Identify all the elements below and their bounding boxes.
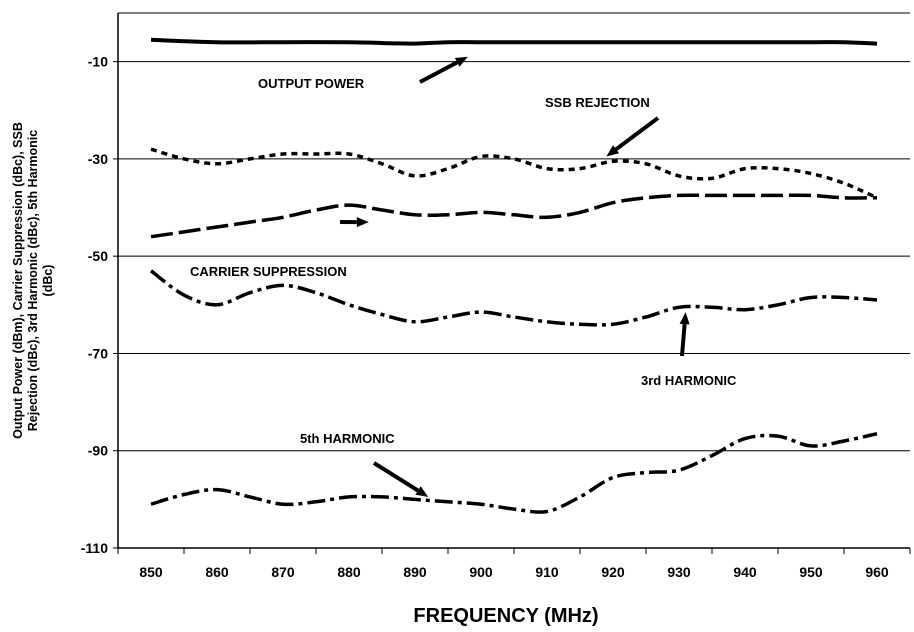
annotation-arrow-shaft [680,323,687,357]
series-line-ssb-rejection [150,147,878,200]
y-axis-title-line-2: Rejection (dBc), 3rd Harmonic (dBc), 5th… [26,130,40,431]
x-tick-label: 850 [139,564,163,580]
y-axis-title: Output Power (dBm), Carrier Suppression … [11,122,55,439]
series-line-3rd-harmonic [149,269,878,327]
y-tick-label: -10 [88,54,108,70]
y-tick-label: -70 [88,345,108,361]
annotation-arrow-head [679,312,690,325]
plot-series [149,37,878,514]
y-tick-label: -110 [81,540,108,556]
y-axis-title-line-1: Output Power (dBm), Carrier Suppression … [11,122,25,439]
annotation-label: SSB REJECTION [545,95,650,110]
annotation-arrow-head [356,217,369,228]
annotation-arrow-head [606,145,619,157]
y-axis-title-line-3: (dBc) [41,265,55,297]
series-line-carrier-suppression [150,193,878,239]
x-tick-label: 950 [799,564,823,580]
x-tick-label: 870 [271,564,295,580]
annotation-label: 5th HARMONIC [300,431,395,446]
series-line-5th-harmonic [150,431,878,514]
y-tick-label: -90 [88,443,108,459]
annotation-arrow-head [454,56,468,67]
x-tick-label: 920 [601,564,625,580]
x-axis-title: FREQUENCY (MHz) [413,605,598,627]
x-tick-label: 890 [403,564,427,580]
annotation-label: OUTPUT POWER [258,76,365,91]
y-tick-label: -50 [88,248,108,264]
annotation-label: CARRIER SUPPRESSION [190,264,347,279]
series-line-output-power [150,37,878,46]
y-tick-label: -30 [88,151,108,167]
annotation-arrow-shaft [614,116,660,151]
tick-labels: -10 -30 -50 -70 -90 -110 850 860 870 880 890 900 910… [81,54,911,580]
x-tick-label: 910 [535,564,559,580]
annotation-label: 3rd HARMONIC [641,373,737,388]
annotation-arrow-shaft [372,461,420,493]
x-tick-label: 930 [667,564,691,580]
x-tick-label: 880 [337,564,361,580]
axes [117,13,910,549]
annotation-arrow-head [415,486,429,497]
annotation-arrow-shaft [419,60,459,84]
x-tick-label: 960 [865,564,889,580]
x-tick-label: 940 [733,564,757,580]
annotations: OUTPUT POWER SSB REJECTION CARRIER SUPPRES… [190,56,737,497]
gridlines [118,12,910,549]
x-tick-label: 860 [205,564,229,580]
x-tick-label: 900 [469,564,493,580]
